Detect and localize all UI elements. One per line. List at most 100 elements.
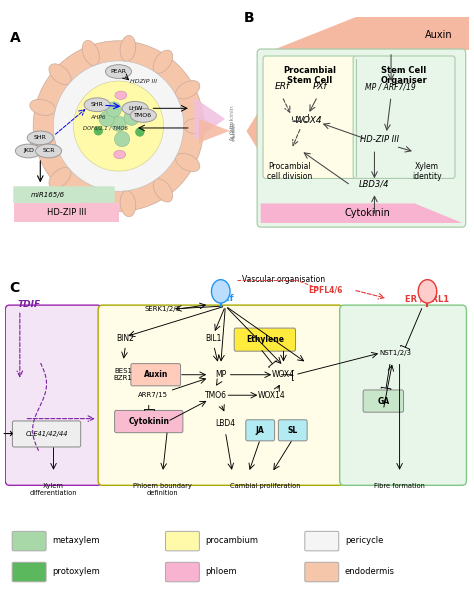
Text: Cytokinin: Cytokinin [230, 104, 235, 134]
Circle shape [211, 279, 230, 303]
FancyBboxPatch shape [257, 49, 465, 227]
FancyBboxPatch shape [340, 305, 466, 485]
Text: metaxylem: metaxylem [52, 536, 100, 545]
Text: Auxin: Auxin [425, 30, 452, 40]
FancyBboxPatch shape [165, 532, 200, 551]
Text: ARR7/15: ARR7/15 [138, 392, 168, 398]
Text: ER / ERL1: ER / ERL1 [405, 294, 449, 303]
Text: PEAR: PEAR [110, 69, 127, 74]
Text: →: → [2, 427, 13, 440]
Text: Auxin: Auxin [144, 370, 168, 379]
Text: TMO6: TMO6 [134, 113, 153, 118]
Ellipse shape [153, 179, 173, 202]
Text: SCR: SCR [42, 149, 55, 153]
Ellipse shape [120, 36, 136, 62]
Text: TMO6: TMO6 [205, 391, 227, 400]
Text: BIL1: BIL1 [206, 334, 222, 343]
Text: WOX4: WOX4 [272, 370, 295, 379]
Text: Vascular organisation: Vascular organisation [242, 275, 325, 284]
Circle shape [111, 116, 126, 131]
Circle shape [99, 111, 114, 127]
Text: PXf: PXf [217, 294, 234, 303]
Ellipse shape [82, 186, 100, 212]
Text: HDZIP III: HDZIP III [130, 79, 157, 85]
Text: NST1/2/3: NST1/2/3 [379, 350, 411, 356]
Ellipse shape [122, 101, 148, 115]
FancyBboxPatch shape [131, 363, 181, 386]
FancyBboxPatch shape [305, 532, 339, 551]
Text: GA: GA [377, 397, 389, 406]
Text: LBD4: LBD4 [215, 419, 236, 427]
Ellipse shape [49, 64, 71, 85]
FancyBboxPatch shape [278, 420, 307, 441]
Text: JKD: JKD [23, 149, 34, 153]
Text: Cambial proliferation: Cambial proliferation [229, 483, 300, 489]
Text: Ethylene: Ethylene [246, 335, 284, 344]
Ellipse shape [130, 108, 156, 123]
Polygon shape [246, 101, 265, 162]
Polygon shape [194, 98, 225, 140]
Text: Cytokinin: Cytokinin [345, 208, 390, 218]
Text: B: B [244, 11, 255, 25]
Text: protoxylem: protoxylem [52, 567, 100, 577]
FancyBboxPatch shape [98, 305, 343, 485]
FancyBboxPatch shape [246, 420, 274, 441]
Text: BES1
BZR1: BES1 BZR1 [114, 368, 133, 381]
Text: WOX4: WOX4 [294, 116, 322, 125]
Text: SHR: SHR [34, 136, 47, 140]
Text: EPFL4/6: EPFL4/6 [308, 285, 342, 294]
Text: MP / ARF7/19: MP / ARF7/19 [365, 82, 416, 91]
Text: phloem: phloem [205, 567, 237, 577]
Polygon shape [14, 203, 118, 222]
Polygon shape [199, 119, 230, 143]
Text: PXf: PXf [313, 82, 327, 91]
Text: HD-ZIP III: HD-ZIP III [46, 208, 86, 217]
Text: TDIF: TDIF [18, 300, 41, 309]
Text: SL: SL [288, 426, 298, 435]
Circle shape [115, 131, 130, 147]
FancyBboxPatch shape [363, 390, 403, 412]
Text: SHR: SHR [91, 102, 104, 107]
Text: AHP6: AHP6 [90, 115, 106, 120]
Text: Auxin: Auxin [232, 122, 237, 140]
Text: Auxin: Auxin [230, 121, 236, 141]
Text: Cytokinin: Cytokinin [128, 417, 169, 426]
Text: C: C [9, 281, 19, 295]
Circle shape [106, 102, 121, 117]
Circle shape [418, 279, 437, 303]
FancyBboxPatch shape [13, 186, 115, 203]
Circle shape [94, 127, 102, 135]
Text: LBD3/4: LBD3/4 [359, 180, 390, 189]
Text: ERf: ERf [274, 82, 290, 91]
Text: CLE41/42/44: CLE41/42/44 [25, 431, 68, 437]
Ellipse shape [30, 137, 55, 153]
Circle shape [73, 81, 164, 171]
Text: JA: JA [256, 426, 264, 435]
Text: SERK1/2/3: SERK1/2/3 [145, 306, 181, 312]
Polygon shape [273, 17, 469, 50]
Ellipse shape [176, 153, 200, 172]
FancyBboxPatch shape [12, 421, 81, 447]
Ellipse shape [36, 144, 62, 158]
Text: LHW: LHW [128, 106, 142, 111]
Text: Procambial
cell division: Procambial cell division [266, 162, 312, 181]
Text: A: A [9, 31, 20, 45]
Text: Fibre formation: Fibre formation [374, 483, 425, 489]
FancyBboxPatch shape [305, 562, 339, 582]
FancyBboxPatch shape [12, 532, 46, 551]
FancyBboxPatch shape [12, 562, 46, 582]
Ellipse shape [176, 81, 200, 99]
Text: Xylem
identity: Xylem identity [412, 162, 441, 181]
Ellipse shape [120, 191, 136, 217]
Ellipse shape [114, 150, 126, 159]
Ellipse shape [27, 131, 54, 145]
Text: MP: MP [215, 370, 227, 379]
Circle shape [33, 41, 204, 211]
Polygon shape [261, 204, 462, 223]
Text: WOX14: WOX14 [258, 391, 286, 400]
Circle shape [124, 110, 139, 126]
Text: miR165/6: miR165/6 [31, 192, 65, 198]
FancyBboxPatch shape [263, 56, 356, 178]
Text: Xylem
differentiation: Xylem differentiation [30, 483, 77, 496]
Ellipse shape [184, 118, 210, 134]
